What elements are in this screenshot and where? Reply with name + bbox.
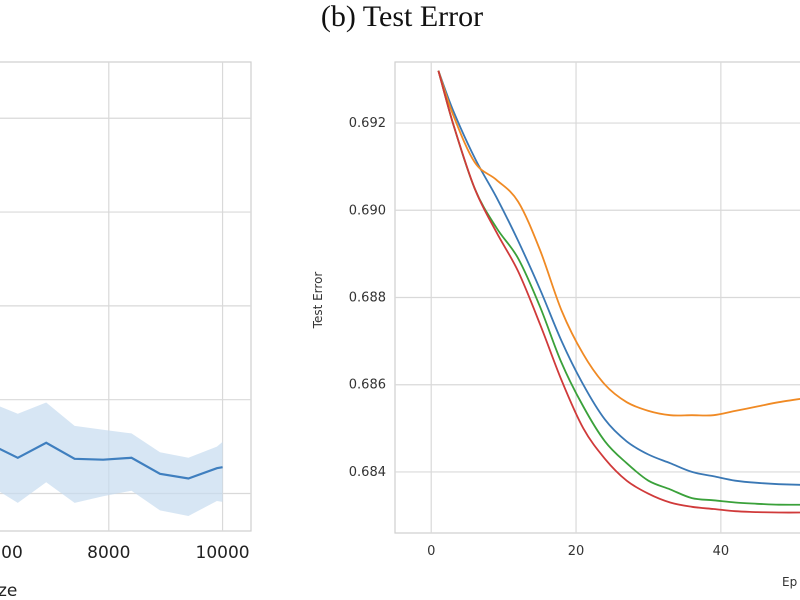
left-x-tick-label: 10000	[196, 543, 250, 563]
right-y-tick-label: 0.690	[349, 203, 386, 218]
left-grid	[0, 62, 251, 531]
right-series-lines	[437, 70, 800, 514]
left-series-line	[0, 441, 223, 480]
left-x-axis-label: ze	[0, 581, 17, 600]
right-y-tick-label: 0.686	[349, 378, 386, 393]
right-x-tick-label: 0	[427, 544, 435, 559]
right-x-tick-labels: 0 20 40	[427, 544, 729, 559]
left-x-tick-label: 8000	[87, 543, 130, 563]
right-series-line-3	[437, 70, 800, 506]
right-y-tick-label: 0.692	[349, 116, 386, 131]
right-series-line-1	[437, 70, 800, 486]
right-y-tick-label: 0.684	[349, 465, 386, 480]
left-x-tick-label: 00	[1, 543, 23, 563]
right-series-line-2	[437, 70, 800, 417]
right-x-tick-label: 20	[568, 544, 585, 559]
right-y-tick-label: 0.688	[349, 291, 386, 306]
right-x-tick-label: 40	[713, 544, 730, 559]
right-x-axis-label: Ep	[782, 575, 797, 589]
left-chart-panel: 00 8000 10000 ze	[0, 61, 252, 600]
right-y-axis-label: Test Error	[311, 272, 325, 330]
right-chart-panel: 0.684 0.686 0.688 0.690 0.692 0 20 40 Test Err…	[311, 61, 800, 589]
right-y-tick-labels: 0.684 0.686 0.688 0.690 0.692	[349, 116, 386, 480]
right-series-line-4	[437, 70, 800, 514]
left-plot-frame	[0, 61, 252, 532]
chart-title-b: (b) Test Error	[321, 0, 483, 33]
left-series-lines	[0, 441, 223, 480]
left-x-tick-labels: 00 8000 10000	[1, 543, 249, 563]
